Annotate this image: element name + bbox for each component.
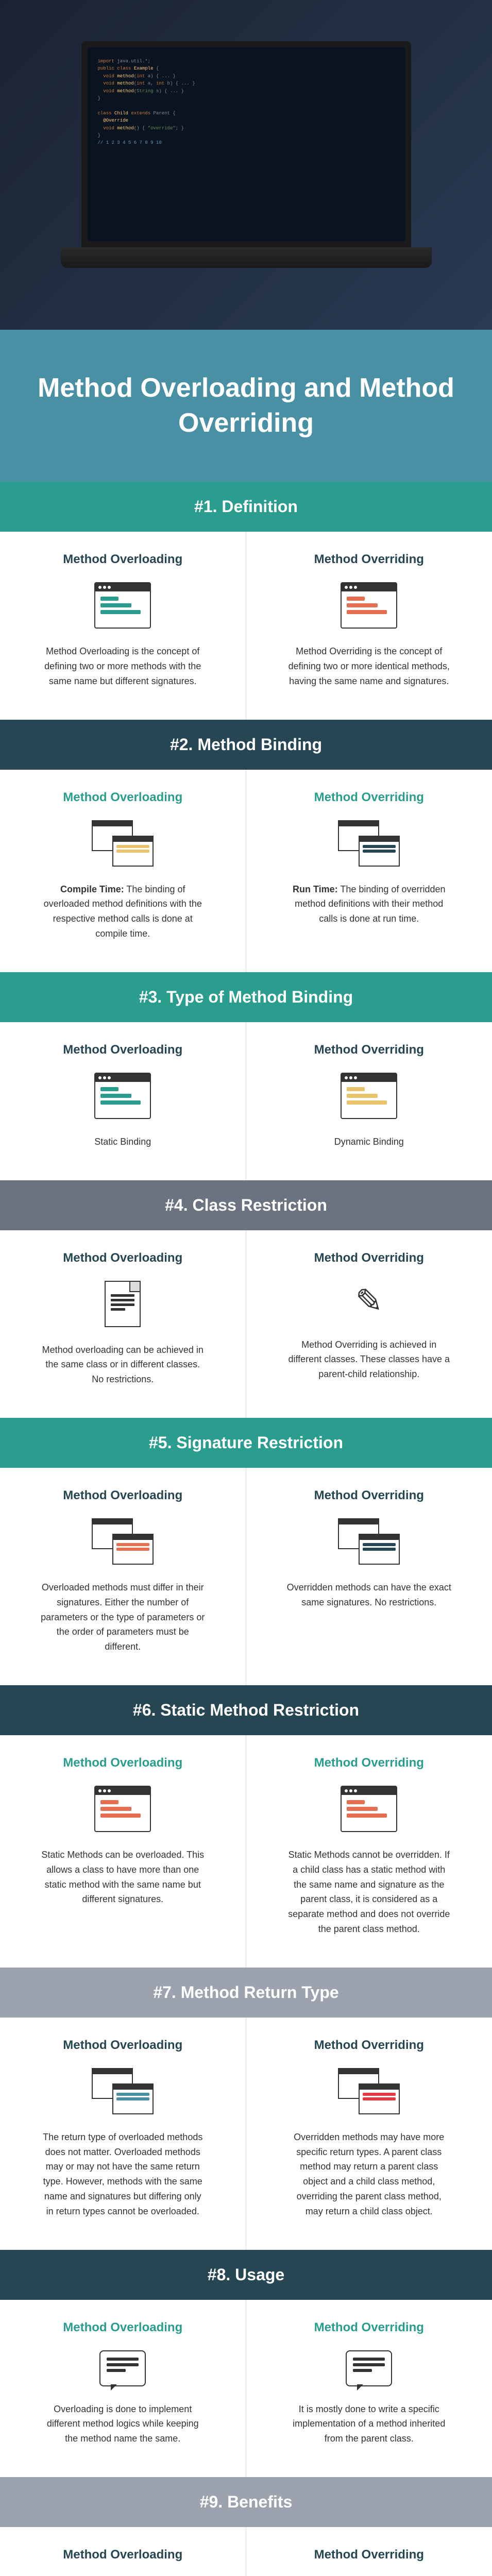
overloading-heading: Method Overloading <box>15 2038 230 2053</box>
overriding-column: Method Overriding Method Overriding is a… <box>246 1230 492 1418</box>
comparison-row-6: Method Overloading Static Methods can be… <box>0 1735 492 1968</box>
overloading-heading: Method Overloading <box>15 1756 230 1770</box>
overriding-heading: Method Overriding <box>262 552 477 567</box>
pencil-icon <box>348 1281 389 1322</box>
overloading-heading: Method Overloading <box>15 790 230 805</box>
overloading-heading: Method Overloading <box>15 1251 230 1265</box>
code-snippet: import java.util.*; public class Example… <box>88 47 405 157</box>
section-header-4: #4. Class Restriction <box>0 1180 492 1230</box>
overlap-windows-icon <box>92 820 154 867</box>
overriding-heading: Method Overriding <box>262 1488 477 1503</box>
title-section: Method Overloading and Method Overriding <box>0 330 492 482</box>
overloading-heading: Method Overloading <box>15 552 230 567</box>
chat-icon <box>346 2350 392 2386</box>
overloading-column: Method Overloading The return type of ov… <box>0 2018 246 2250</box>
overloading-column: Method Overloading Overloaded methods mu… <box>0 1468 246 1685</box>
overlap-windows-icon <box>338 2068 400 2114</box>
section-header-7: #7. Method Return Type <box>0 1968 492 2018</box>
comparison-row-5: Method Overloading Overloaded methods mu… <box>0 1468 492 1685</box>
overlap-windows-icon <box>92 2068 154 2114</box>
overriding-heading: Method Overriding <box>262 1043 477 1057</box>
window-icon <box>94 1786 151 1832</box>
overlap-windows-icon <box>338 1518 400 1565</box>
window-icon <box>94 582 151 629</box>
overloading-text: Overloading is done to implement differe… <box>40 2402 205 2446</box>
overlap-windows-icon <box>338 820 400 867</box>
window-icon <box>341 1073 397 1119</box>
overriding-heading: Method Overriding <box>262 2320 477 2335</box>
overloading-heading: Method Overloading <box>15 2548 230 2562</box>
section-header-1: #1. Definition <box>0 482 492 532</box>
overriding-heading: Method Overriding <box>262 2038 477 2053</box>
overloading-text: Method overloading can be achieved in th… <box>40 1343 205 1387</box>
comparison-row-7: Method Overloading The return type of ov… <box>0 2018 492 2250</box>
overlap-windows-icon <box>92 1518 154 1565</box>
overloading-column: Method Overloading Static Methods can be… <box>0 1735 246 1968</box>
comparison-row-1: Method Overloading Method Overloading is… <box>0 532 492 719</box>
overriding-text: It is mostly done to write a specific im… <box>286 2402 451 2446</box>
overriding-heading: Method Overriding <box>262 790 477 805</box>
overriding-heading: Method Overriding <box>262 1251 477 1265</box>
laptop-base <box>61 247 432 268</box>
overloading-heading: Method Overloading <box>15 1488 230 1503</box>
laptop-illustration: import java.util.*; public class Example… <box>61 41 432 289</box>
overriding-text: Overridden methods can have the exact sa… <box>286 1580 451 1610</box>
overloading-column: Method Overloading Method Overloading is… <box>0 532 246 719</box>
overloading-heading: Method Overloading <box>15 2320 230 2335</box>
overriding-text: Static Methods cannot be overridden. If … <box>286 1848 451 1937</box>
document-icon <box>105 1281 141 1327</box>
overriding-column: Method Overriding Run Time: The binding … <box>246 770 492 972</box>
section-header-8: #8. Usage <box>0 2250 492 2300</box>
left-bold-label: Compile Time: <box>60 884 124 894</box>
overriding-column: Method Overriding Overridden methods may… <box>246 2018 492 2250</box>
overloading-column: Method Overloading Overloading is done t… <box>0 2300 246 2477</box>
section-header-9: #9. Benefits <box>0 2477 492 2527</box>
window-icon <box>341 582 397 629</box>
window-icon <box>341 1786 397 1832</box>
comparison-row-2: Method Overloading Compile Time: The bin… <box>0 770 492 972</box>
overriding-column: Method Overriding Dynamic Binding <box>246 1022 492 1180</box>
overriding-column: Method Overriding Overridden methods can… <box>246 1468 492 1685</box>
overriding-text: Overridden methods may have more specifi… <box>286 2130 451 2219</box>
overriding-column: Method Overriding Method Overriding is t… <box>246 532 492 719</box>
overloading-text: Compile Time: The binding of overloaded … <box>40 882 205 941</box>
section-header-3: #3. Type of Method Binding <box>0 972 492 1022</box>
chat-icon <box>99 2350 146 2386</box>
overriding-column: Method Overriding Helps write code logic… <box>246 2527 492 2576</box>
page-title: Method Overloading and Method Overriding <box>21 371 471 440</box>
overloading-column: Method Overloading Static Binding <box>0 1022 246 1180</box>
overriding-heading: Method Overriding <box>262 2548 477 2562</box>
window-icon <box>94 1073 151 1119</box>
overloading-heading: Method Overloading <box>15 1043 230 1057</box>
overloading-text: Static Methods can be overloaded. This a… <box>40 1848 205 1907</box>
infographic-container: import java.util.*; public class Example… <box>0 0 492 2576</box>
overriding-column: Method Overriding Static Methods cannot … <box>246 1735 492 1968</box>
overriding-text: Dynamic Binding <box>286 1134 451 1149</box>
comparison-row-8: Method Overloading Overloading is done t… <box>0 2300 492 2477</box>
right-bold-label: Run Time: <box>293 884 338 894</box>
section-header-6: #6. Static Method Restriction <box>0 1685 492 1735</box>
section-header-5: #5. Signature Restriction <box>0 1418 492 1468</box>
overriding-column: Method Overriding It is mostly done to w… <box>246 2300 492 2477</box>
overriding-text: Method Overriding is the concept of defi… <box>286 644 451 688</box>
section-header-2: #2. Method Binding <box>0 720 492 770</box>
overloading-column: Method Overloading Increases program rea… <box>0 2527 246 2576</box>
overloading-text: Method Overloading is the concept of def… <box>40 644 205 688</box>
comparison-row-9: Method Overloading Increases program rea… <box>0 2527 492 2576</box>
comparison-row-3: Method Overloading Static Binding Method… <box>0 1022 492 1180</box>
comparison-row-4: Method Overloading Method overloading ca… <box>0 1230 492 1418</box>
overriding-text: Method Overriding is achieved in differe… <box>286 1337 451 1382</box>
overriding-heading: Method Overriding <box>262 1756 477 1770</box>
overloading-text: The return type of overloaded methods do… <box>40 2130 205 2219</box>
overloading-column: Method Overloading Compile Time: The bin… <box>0 770 246 972</box>
overriding-text: Run Time: The binding of overridden meth… <box>286 882 451 926</box>
laptop-screen: import java.util.*; public class Example… <box>81 41 411 247</box>
overloading-column: Method Overloading Method overloading ca… <box>0 1230 246 1418</box>
overloading-text: Static Binding <box>40 1134 205 1149</box>
hero-image: import java.util.*; public class Example… <box>0 0 492 330</box>
overloading-text: Overloaded methods must differ in their … <box>40 1580 205 1654</box>
